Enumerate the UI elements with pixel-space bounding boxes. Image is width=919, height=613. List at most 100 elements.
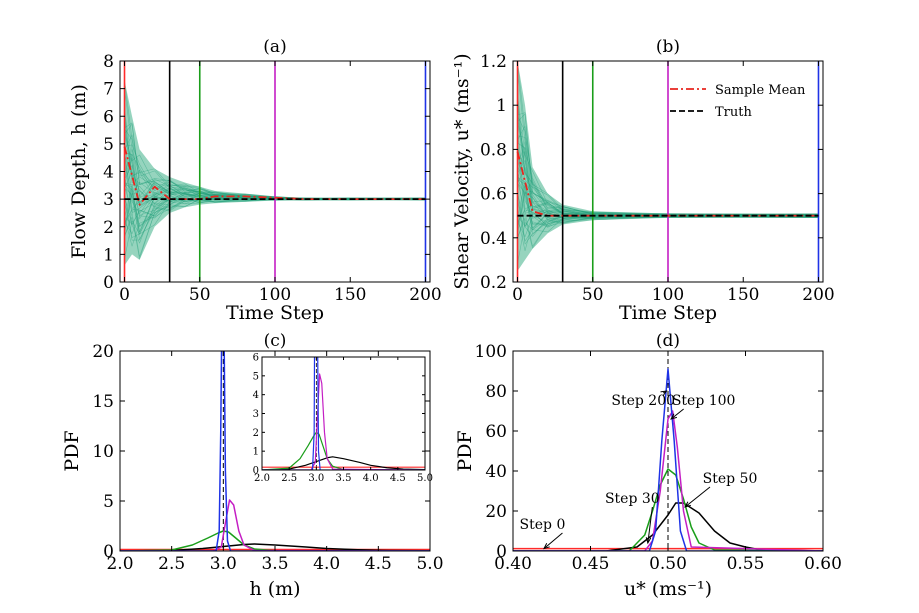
x-axis-label: h (m): [249, 578, 300, 600]
annotation-step-0: Step 0: [520, 517, 566, 533]
xtick-label: 200: [409, 285, 441, 305]
ytick-label: 8: [103, 52, 114, 72]
panel-b-plot-area: [516, 61, 820, 282]
ytick-label: 15: [92, 392, 114, 412]
y-axis-label: PDF: [454, 430, 476, 471]
xtick-label: 0.40: [494, 554, 532, 574]
ensemble-member: [517, 135, 819, 216]
xtick-label: 150: [334, 285, 366, 305]
ensemble-member: [517, 68, 819, 216]
inset-ytick-label: 2: [253, 428, 259, 439]
ytick-label: 4: [103, 163, 114, 183]
ensemble-member: [517, 121, 819, 217]
step-100-pdf: [513, 410, 823, 551]
inset-xtick-label: 3.5: [336, 473, 352, 484]
xtick-label: 0.45: [572, 554, 610, 574]
annotation-step-30: Step 30: [605, 491, 660, 507]
ensemble-member: [517, 112, 819, 215]
inset-xtick-label: 5.0: [417, 473, 433, 484]
inset-xtick-label: 4.0: [363, 473, 379, 484]
ytick-label: 1: [496, 96, 507, 116]
ytick-label: 80: [485, 382, 507, 402]
xtick-label: 2.0: [106, 554, 133, 574]
ytick-label: 0.4: [480, 229, 507, 249]
ensemble-member: [517, 215, 819, 238]
xtick-label: 0.55: [727, 554, 765, 574]
x-axis-label: u* (ms⁻¹): [624, 578, 712, 600]
ytick-label: 3: [103, 190, 114, 210]
ensemble-member: [517, 125, 819, 216]
inset-ytick-label: 3: [253, 409, 259, 420]
ytick-label: 0: [496, 542, 507, 562]
annotation-arrowhead: [670, 413, 678, 420]
ytick-label: 100: [475, 342, 507, 362]
ensemble-member: [517, 101, 819, 216]
legend-label-truth: Truth: [715, 105, 752, 120]
annotation-arrowhead: [660, 390, 668, 397]
inset-xtick-label: 2.0: [254, 473, 270, 484]
step-200-pdf: [120, 351, 430, 551]
ytick-label: 10: [92, 442, 114, 462]
xtick-label: 100: [652, 285, 684, 305]
ensemble-member: [517, 185, 819, 228]
step-30-pdf: [120, 543, 430, 551]
ytick-label: 1: [103, 245, 114, 265]
ensemble-member: [517, 216, 819, 252]
ytick-label: 0.8: [480, 140, 507, 160]
panel-d: 0.40 0.45 0.50 0.55 0.60 0 20 40 60 80 100 (d) u* (m…: [454, 331, 842, 600]
ensemble-member: [517, 95, 819, 216]
step-50-pdf: [513, 468, 823, 551]
annotation-arrowhead: [645, 537, 652, 545]
xtick-label: 4.5: [365, 554, 392, 574]
inset-ytick-label: 1: [253, 447, 259, 458]
legend-label-sample-mean: Sample Mean: [715, 83, 806, 98]
panel-title: (b): [656, 37, 680, 57]
y-axis-label: Shear Velocity, u* (ms⁻¹): [451, 53, 473, 289]
panel-a-plot-area: [123, 61, 427, 282]
inset-xtick-label: 2.5: [281, 473, 297, 484]
ytick-label: 0: [103, 273, 114, 293]
ensemble-member: [517, 120, 819, 216]
xtick-label: 150: [727, 285, 759, 305]
panel-title: (d): [656, 331, 680, 351]
ytick-label: 1.2: [480, 52, 507, 72]
annotation-arrow: [647, 506, 653, 544]
annotation-step-100: Step 100: [672, 393, 736, 409]
annotation-step-200: Step 200: [611, 393, 675, 409]
ensemble-member: [517, 113, 819, 215]
inset-step-50-pdf: [262, 431, 425, 470]
inset-step-200-pdf: [262, 357, 425, 470]
ytick-label: 5: [103, 492, 114, 512]
panel-b: 0 50 100 150 200 0.2 0.4 0.6 0.8 1 1.2 (b) Time Step…: [451, 37, 835, 324]
panel-title: (c): [264, 331, 287, 351]
xtick-label: 3.0: [210, 554, 237, 574]
x-axis-label: Time Step: [619, 302, 717, 324]
ensemble-member: [517, 61, 819, 216]
y-axis-label: Flow Depth, h (m): [68, 84, 90, 259]
ensemble-member: [517, 190, 819, 242]
inset-xtick-label: 3.0: [308, 473, 324, 484]
ensemble-member: [517, 216, 819, 249]
step-50-pdf: [120, 530, 430, 551]
ytick-label: 20: [92, 342, 114, 362]
ensemble-member: [517, 211, 819, 227]
step-100-pdf: [120, 499, 430, 551]
xtick-label: 0: [119, 285, 130, 305]
xtick-label: 4.0: [313, 554, 340, 574]
inset-xtick-label: 4.5: [390, 473, 406, 484]
ytick-label: 20: [485, 502, 507, 522]
legend: Sample Mean Truth: [670, 83, 806, 120]
ytick-label: 60: [485, 422, 507, 442]
xtick-label: 2.5: [158, 554, 185, 574]
annotation-arrow: [543, 532, 563, 549]
inset-step-30-pdf: [262, 456, 425, 470]
annotation-arrowhead: [543, 543, 550, 550]
ytick-label: 0: [103, 542, 114, 562]
xtick-label: 3.5: [261, 554, 288, 574]
ytick-label: 2: [103, 218, 114, 238]
ytick-label: 40: [485, 462, 507, 482]
step-200-pdf: [513, 368, 823, 551]
